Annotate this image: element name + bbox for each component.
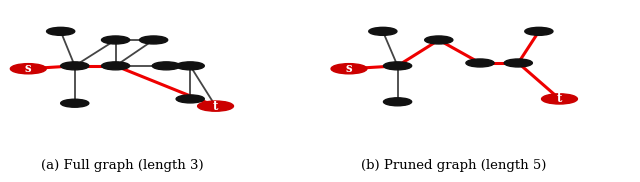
- Circle shape: [383, 62, 412, 70]
- Circle shape: [525, 27, 553, 35]
- Text: (a) Full graph (length 3): (a) Full graph (length 3): [42, 159, 204, 172]
- Circle shape: [10, 64, 46, 74]
- Circle shape: [198, 101, 234, 111]
- Circle shape: [369, 27, 397, 35]
- Circle shape: [61, 99, 89, 107]
- Text: s: s: [346, 62, 352, 75]
- Circle shape: [102, 62, 130, 70]
- Circle shape: [331, 64, 367, 74]
- Text: (b) Pruned graph (length 5): (b) Pruned graph (length 5): [361, 159, 546, 172]
- Text: t: t: [213, 100, 218, 113]
- Circle shape: [102, 36, 130, 44]
- Circle shape: [504, 59, 532, 67]
- Circle shape: [47, 27, 75, 35]
- Circle shape: [61, 62, 89, 70]
- Circle shape: [383, 98, 412, 106]
- Text: t: t: [557, 92, 562, 105]
- Text: s: s: [25, 62, 31, 75]
- Circle shape: [176, 95, 204, 103]
- Circle shape: [541, 94, 577, 104]
- Circle shape: [152, 62, 180, 70]
- Circle shape: [176, 62, 204, 70]
- Circle shape: [466, 59, 494, 67]
- Circle shape: [140, 36, 168, 44]
- Circle shape: [425, 36, 453, 44]
